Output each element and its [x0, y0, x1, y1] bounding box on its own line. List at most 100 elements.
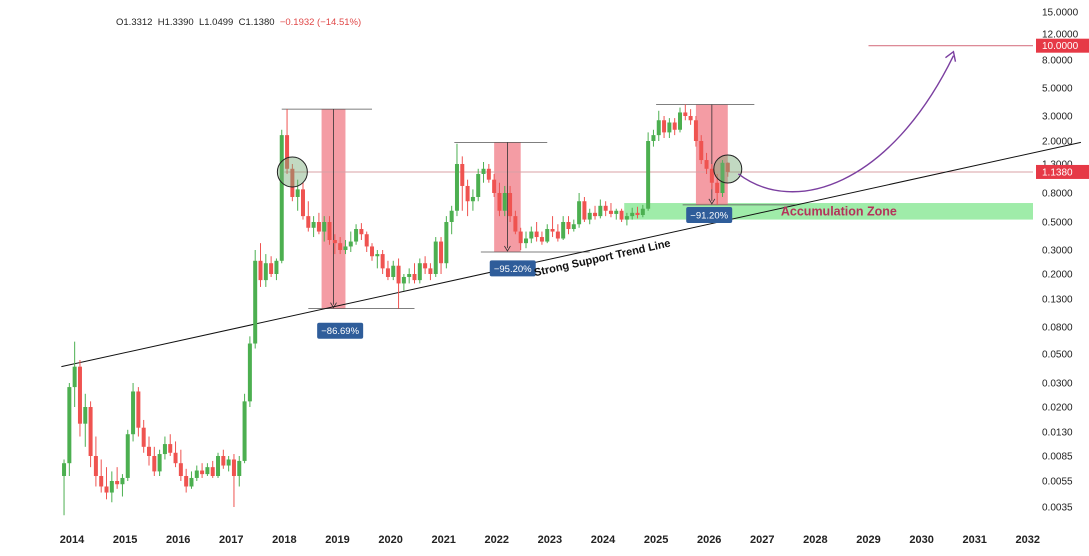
candle-body	[492, 179, 497, 193]
candle-body	[290, 168, 295, 197]
candle-body	[539, 237, 544, 242]
candle	[173, 441, 178, 468]
candle	[83, 393, 88, 447]
candle-body	[226, 459, 231, 466]
candle-body	[476, 173, 481, 197]
candle	[470, 189, 475, 211]
candle-body	[306, 216, 311, 228]
candle	[162, 436, 167, 460]
x-tick-label: 2029	[856, 534, 880, 546]
candle-body	[67, 387, 72, 464]
drawdown-arrow-head	[330, 302, 337, 309]
candle-body	[258, 260, 263, 281]
accumulation-zone-label: Accumulation Zone	[781, 204, 897, 218]
candle	[322, 216, 327, 242]
candle	[109, 471, 114, 503]
highlight-circle	[713, 154, 743, 184]
candle-body	[656, 120, 661, 136]
candle	[131, 383, 136, 442]
candle-body	[285, 135, 290, 169]
candle-body	[327, 222, 332, 241]
candle	[99, 459, 104, 493]
drawdown-label: −91.20%	[690, 211, 728, 222]
candle-body	[672, 122, 677, 130]
x-tick-label: 2027	[750, 534, 774, 546]
candle	[412, 263, 417, 284]
candle-body	[300, 189, 305, 217]
candle-body	[470, 196, 475, 202]
ohlc-high: 1.3390	[164, 17, 194, 28]
candle-body	[391, 265, 396, 277]
candle	[205, 463, 210, 477]
projection-arrow-head	[945, 50, 957, 62]
x-tick-label: 2032	[1016, 534, 1040, 546]
candle	[646, 132, 651, 211]
candle	[423, 256, 428, 274]
candle-body	[624, 216, 629, 220]
candle	[247, 336, 252, 407]
drawdown-arrow-head	[504, 245, 511, 252]
candle	[407, 268, 412, 284]
price-axis[interactable]: 15.0000 12.0000 8.0000 5.0000 3.0000 2.0000 1.…	[1036, 8, 1089, 514]
candle-body	[316, 222, 321, 232]
x-tick-label: 2028	[803, 534, 827, 546]
candle	[120, 474, 125, 497]
candle-body	[577, 201, 582, 225]
candle	[476, 168, 481, 202]
candle-body	[582, 201, 587, 220]
candle	[375, 250, 380, 269]
candle-body	[662, 120, 667, 133]
candle	[157, 449, 162, 477]
candle	[662, 116, 667, 138]
candle	[529, 226, 534, 244]
candle-body	[338, 243, 343, 250]
ohlc-open-label: O	[116, 17, 124, 28]
candle	[258, 243, 263, 287]
candle	[72, 341, 77, 407]
candle-body	[423, 263, 428, 269]
candle	[534, 222, 539, 242]
candle-body	[359, 229, 364, 235]
y-tick-label: 0.0200	[1042, 403, 1073, 414]
candle	[444, 216, 449, 269]
y-tick-label: 0.0130	[1042, 428, 1073, 439]
candle-body	[725, 162, 730, 172]
time-axis[interactable]: 2014 2015 2016 2017 2018 2019 2020 2021 2022 2023…	[60, 534, 1040, 546]
candle-body	[231, 459, 236, 477]
candle	[555, 224, 560, 242]
candle-body	[173, 452, 178, 464]
price-tag-box	[1036, 164, 1089, 179]
ohlc-change: −0.1932 (−14.51%)	[279, 17, 362, 28]
candle-body	[216, 456, 221, 477]
candle-body	[125, 434, 130, 478]
drawdown-label: −86.69%	[321, 326, 359, 337]
candle-body	[534, 231, 539, 238]
candle	[178, 449, 183, 481]
candle-body	[168, 444, 173, 453]
candle	[146, 436, 151, 466]
candle	[672, 118, 677, 136]
candle-body	[587, 212, 592, 220]
candle	[566, 216, 571, 235]
candle-body	[104, 486, 109, 493]
candle	[231, 454, 236, 507]
candle-body	[311, 222, 316, 228]
candle	[502, 185, 507, 217]
candle-body	[454, 164, 459, 211]
y-tick-label: 5.0000	[1042, 84, 1073, 95]
candle-body	[141, 427, 146, 447]
candle-body	[635, 212, 640, 216]
ohlc-high-label: H	[157, 17, 165, 28]
candle-body	[683, 112, 688, 116]
candle-body	[720, 162, 725, 193]
candle-body	[593, 212, 598, 217]
candle-body	[109, 481, 114, 493]
y-tick-label: 0.0055	[1042, 477, 1073, 488]
candle	[508, 185, 513, 222]
candle	[348, 231, 353, 253]
candle-body	[497, 193, 502, 211]
projection-curve	[737, 55, 955, 193]
x-tick-label: 2020	[378, 534, 402, 546]
candle	[200, 463, 205, 478]
